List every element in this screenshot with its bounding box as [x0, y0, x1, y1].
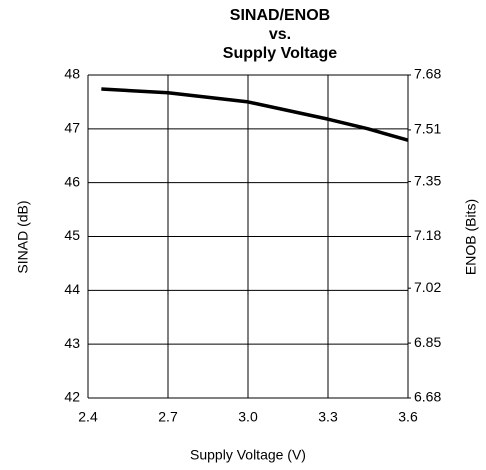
- x-tick-label: 3.0: [238, 409, 258, 425]
- y2-axis-label: ENOB (Bits): [463, 199, 479, 275]
- x-tick-label: 2.7: [158, 409, 178, 425]
- y2-tick-label: 6.85: [414, 334, 441, 350]
- y2-tick-label: 7.02: [414, 279, 441, 295]
- y2-tick-label: 7.18: [414, 227, 441, 243]
- y-tick-label: 42: [64, 389, 80, 405]
- data-line: [101, 87, 409, 142]
- y2-tick-label: 6.68: [414, 389, 441, 405]
- y-tick-label: 44: [64, 281, 80, 297]
- y2-tick-label: 7.51: [414, 121, 441, 137]
- y2-tick-label: 7.68: [414, 66, 441, 82]
- y-tick-label: 48: [64, 66, 80, 82]
- x-tick-label: 3.6: [398, 409, 418, 425]
- y-tick-label: 43: [64, 335, 80, 351]
- x-tick-label: 2.4: [78, 409, 98, 425]
- x-axis-label: Supply Voltage (V): [190, 447, 306, 463]
- chart-title: Supply Voltage: [223, 45, 337, 62]
- y-tick-label: 47: [64, 120, 80, 136]
- y-tick-label: 46: [64, 173, 80, 189]
- chart-title: vs.: [269, 26, 291, 43]
- y2-tick-label: 7.35: [414, 172, 441, 188]
- x-tick-label: 3.3: [318, 409, 338, 425]
- y-axis-label: SINAD (dB): [15, 200, 31, 273]
- y-tick-label: 45: [64, 227, 80, 243]
- chart-title: SINAD/ENOB: [230, 7, 330, 24]
